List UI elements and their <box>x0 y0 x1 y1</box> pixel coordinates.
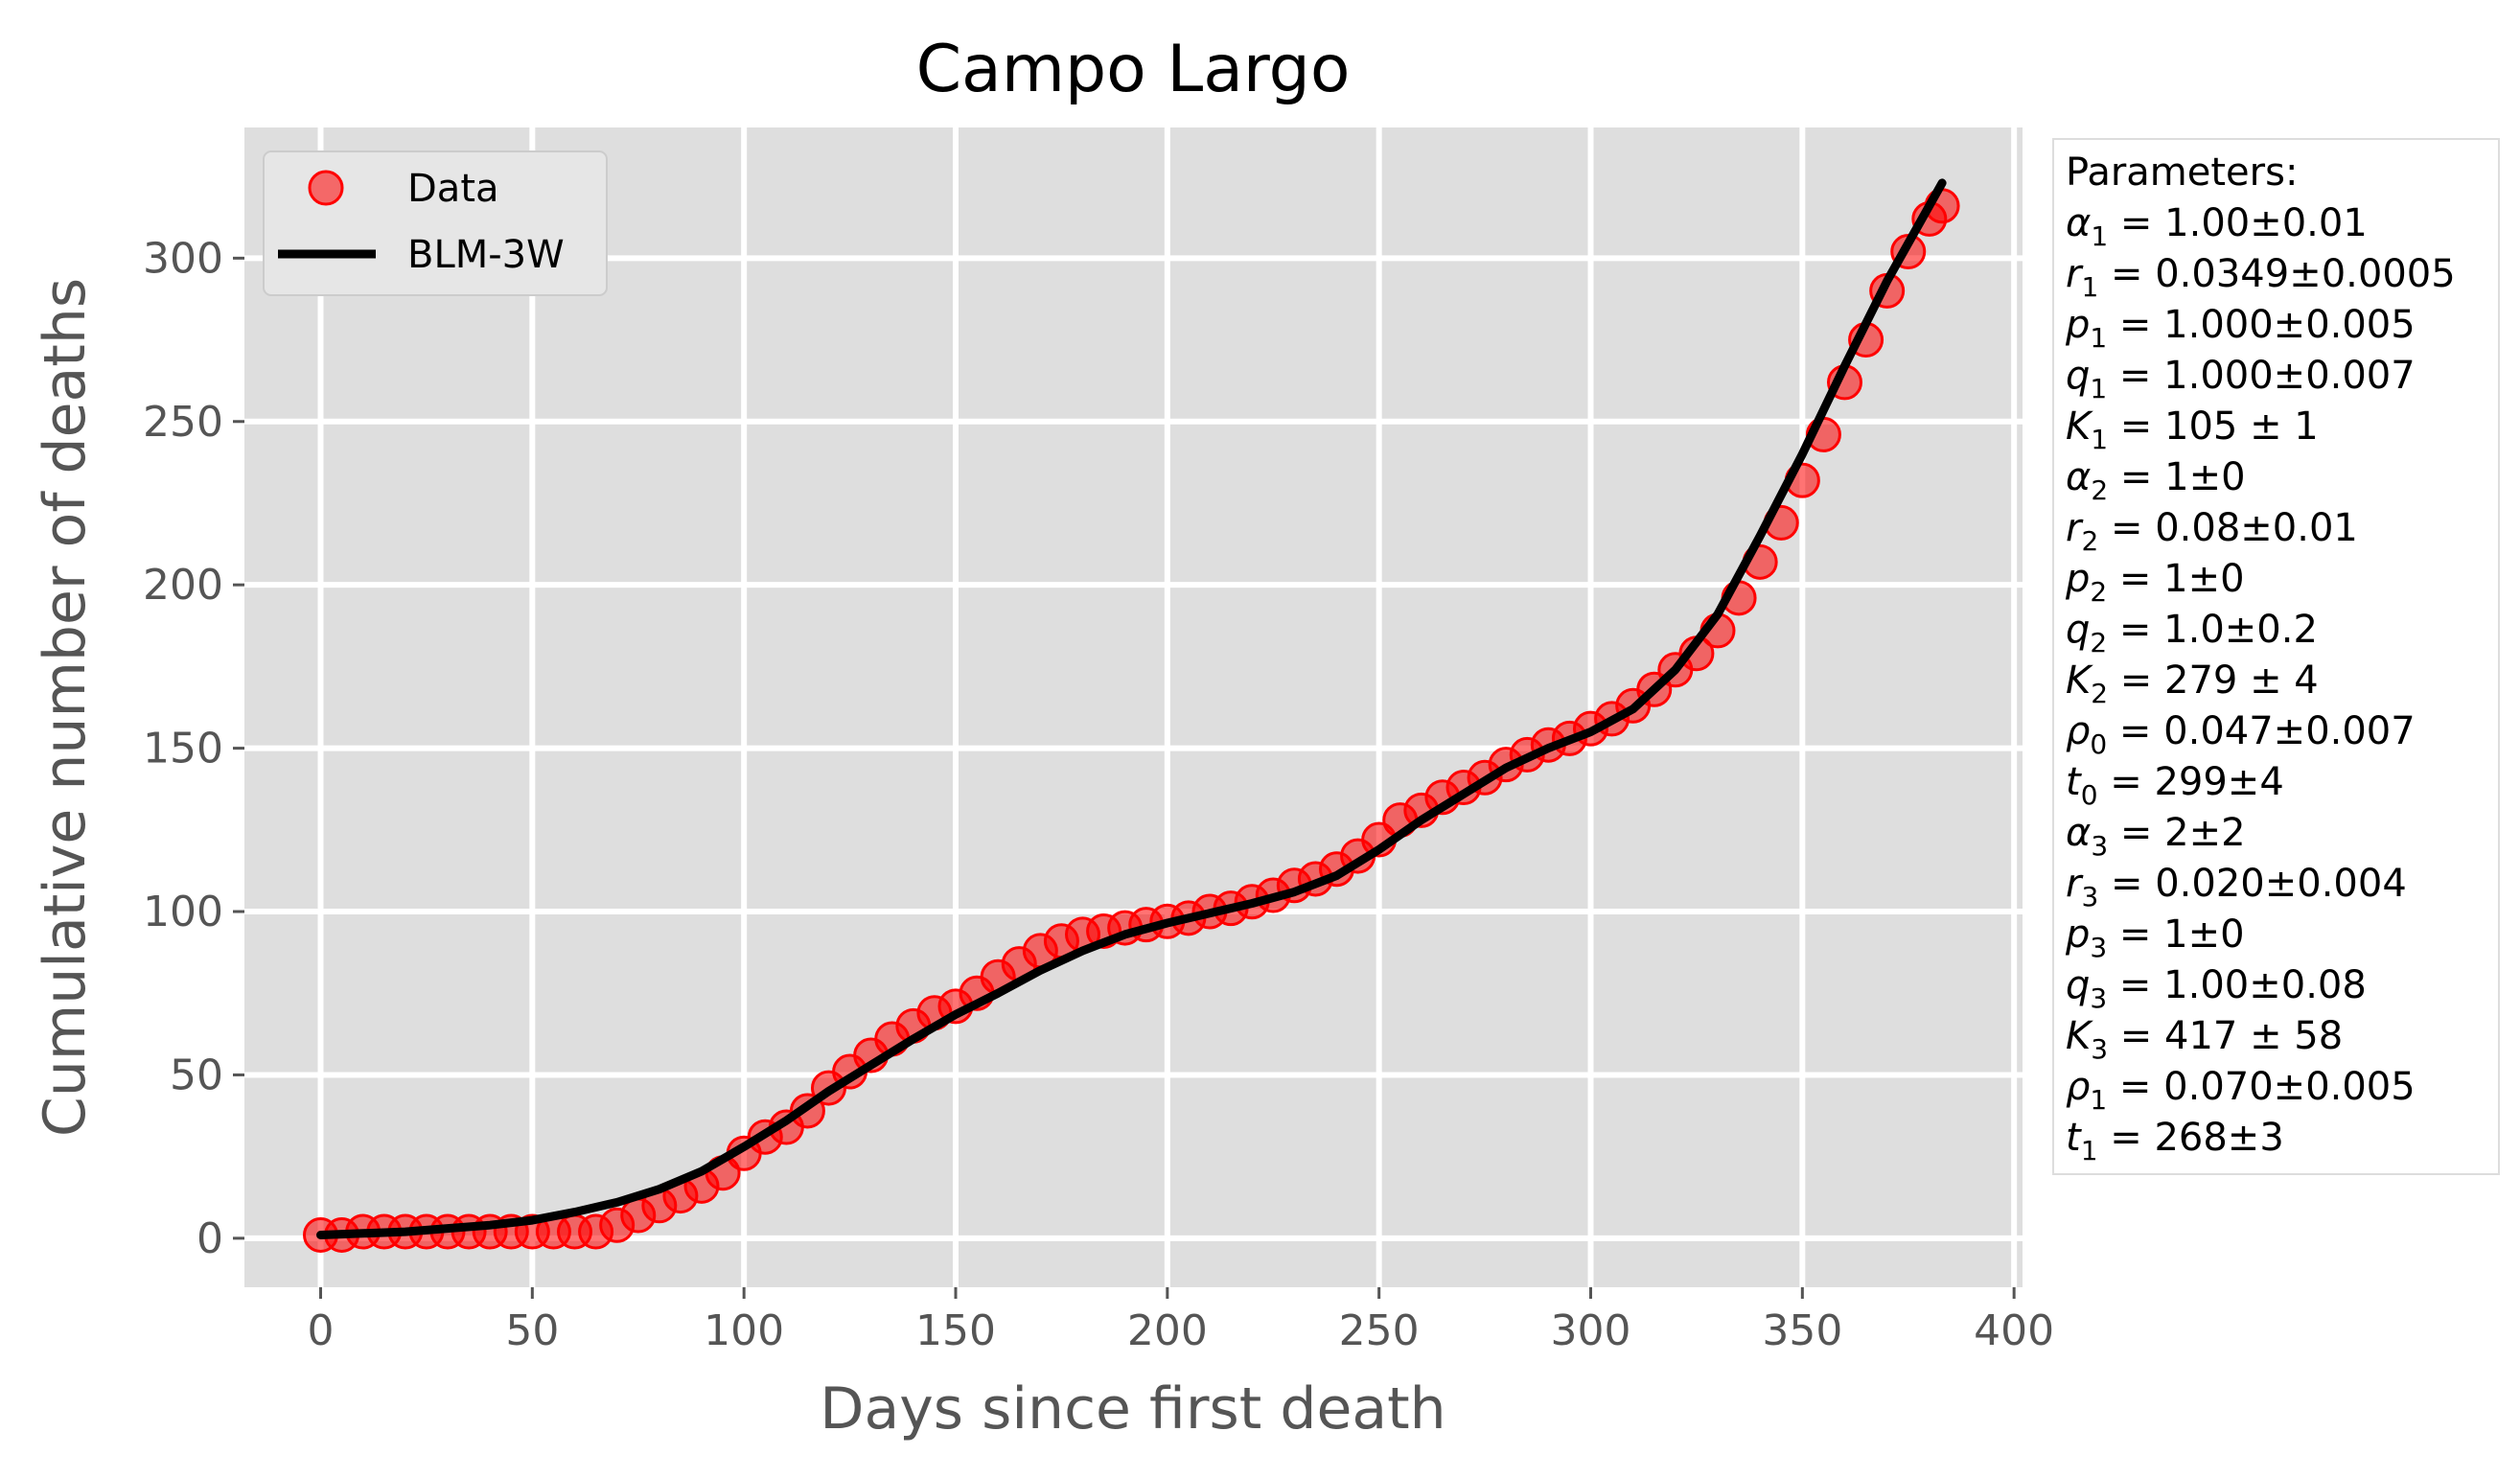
parameter-line: t0 = 299±4 <box>2066 760 2284 811</box>
grid-vertical <box>317 127 2018 1287</box>
series-line-blm-3w <box>316 178 1947 1239</box>
parameter-line: K1 = 105 ± 1 <box>2066 404 2319 455</box>
x-tick-label: 200 <box>1127 1306 1208 1355</box>
x-tick-label: 150 <box>915 1306 996 1355</box>
legend: Data BLM-3W <box>263 150 608 296</box>
x-tick-label: 400 <box>1974 1306 2054 1355</box>
parameter-line: K3 = 417 ± 58 <box>2066 1014 2343 1065</box>
parameter-line: p2 = 1±0 <box>2065 557 2245 608</box>
parameter-line: q3 = 1.00±0.08 <box>2066 963 2367 1014</box>
x-tick-label: 350 <box>1762 1306 1842 1355</box>
y-axis-label: Cumulative number of deaths <box>32 278 99 1137</box>
legend-box <box>263 150 608 296</box>
parameter-line: q1 = 1.000±0.007 <box>2066 354 2416 404</box>
parameter-line: K2 = 279 ± 4 <box>2066 658 2319 709</box>
parameters-box-frame <box>2052 138 2500 1175</box>
parameter-line: ρ0 = 0.047±0.007 <box>2066 709 2416 760</box>
x-tick-label: 300 <box>1551 1306 1631 1355</box>
x-tick-label: 100 <box>704 1306 784 1355</box>
y-tick-label: 300 <box>143 234 223 283</box>
parameter-line: α2 = 1±0 <box>2066 455 2246 506</box>
parameters-heading: Parameters: <box>2066 150 2298 195</box>
parameter-line: r3 = 0.020±0.004 <box>2066 862 2407 912</box>
parameter-line: r1 = 0.0349±0.0005 <box>2066 252 2456 303</box>
x-tick-label: 250 <box>1339 1306 1420 1355</box>
parameter-line: α3 = 2±2 <box>2066 811 2246 862</box>
y-tick-label: 250 <box>143 398 223 447</box>
legend-label-data: Data <box>407 167 499 211</box>
y-tick-label: 0 <box>197 1214 223 1263</box>
parameter-line: r2 = 0.08±0.01 <box>2066 506 2358 557</box>
y-tick-label: 200 <box>143 561 223 610</box>
parameter-line: α1 = 1.00±0.01 <box>2066 201 2368 252</box>
legend-marker-data <box>308 170 344 206</box>
parameter-line: q2 = 1.0±0.2 <box>2066 608 2318 658</box>
grid-horizontal <box>244 255 2023 1241</box>
parameter-line: p1 = 1.000±0.005 <box>2065 303 2416 354</box>
x-tick-label: 50 <box>505 1306 559 1355</box>
parameter-line: t1 = 268±3 <box>2066 1116 2284 1166</box>
legend-label-blm-3w: BLM-3W <box>407 233 565 277</box>
parameter-line: ρ1 = 0.070±0.005 <box>2066 1065 2416 1116</box>
y-tick-label: 50 <box>170 1051 223 1099</box>
parameter-line: p3 = 1±0 <box>2065 912 2245 963</box>
x-axis-ticks: 0 50 100 150 200 250 300 350 400 <box>308 1287 2054 1355</box>
plot-background <box>244 127 2023 1287</box>
y-tick-label: 100 <box>143 888 223 936</box>
chart-title: Campo Largo <box>916 32 1351 107</box>
x-tick-label: 0 <box>308 1306 335 1355</box>
y-axis-ticks: 0 50 100 150 200 250 300 <box>143 234 244 1263</box>
x-axis-label: Days since first death <box>820 1375 1445 1443</box>
y-tick-label: 150 <box>143 725 223 774</box>
